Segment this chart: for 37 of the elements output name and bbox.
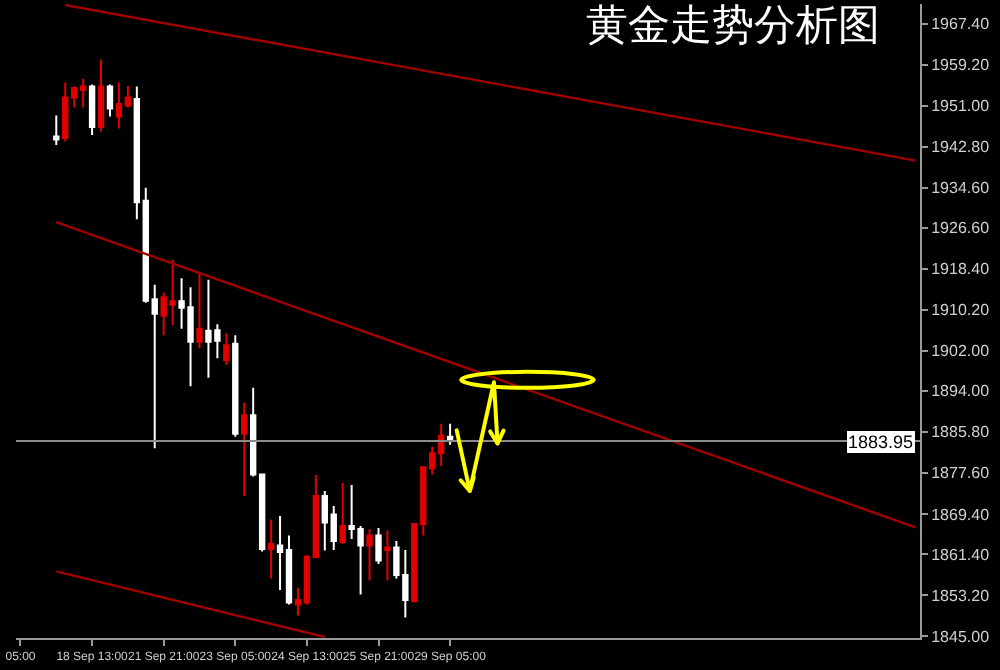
candlestick xyxy=(196,270,203,350)
candlestick xyxy=(223,332,230,366)
y-tick-label: 1942.80 xyxy=(931,138,991,157)
candlestick xyxy=(437,422,445,468)
y-tick-label: 1910.20 xyxy=(931,301,991,320)
y-tick-label: 1967.40 xyxy=(931,15,991,34)
candlestick xyxy=(366,527,373,582)
y-tick-label: 1926.60 xyxy=(931,219,991,238)
y-tick-label: 1902.00 xyxy=(931,342,991,361)
y-tick-label: 1877.60 xyxy=(931,464,991,483)
candlestick xyxy=(241,401,248,497)
y-tick-label: 1885.80 xyxy=(931,423,991,442)
candlestick xyxy=(375,526,382,565)
candlestick xyxy=(53,114,60,147)
y-tick-label: 1959.20 xyxy=(931,56,991,75)
chart-title: 黄金走势分析图 xyxy=(586,1,880,50)
candlestick xyxy=(62,81,69,143)
candlestick xyxy=(339,481,346,545)
candlestick xyxy=(169,258,176,327)
y-tick-label: 1869.40 xyxy=(931,505,991,524)
candlestick xyxy=(115,81,123,130)
candlestick xyxy=(97,58,105,133)
y-tick-label: 1894.00 xyxy=(931,382,991,401)
y-tick-label: 1951.00 xyxy=(931,97,991,116)
y-tick-label: 1918.40 xyxy=(931,260,991,279)
y-tick-label: 1845.00 xyxy=(931,627,991,646)
candlestick xyxy=(446,422,454,446)
candlestick xyxy=(79,78,87,109)
y-tick-label: 1853.20 xyxy=(931,586,991,605)
y-tick-label: 1861.40 xyxy=(931,545,991,564)
candlestick xyxy=(88,83,96,137)
candlestick xyxy=(384,529,391,582)
candlestick xyxy=(232,334,239,438)
candlestick xyxy=(267,518,275,580)
candlestick xyxy=(106,83,114,118)
y-tick-label: 1934.60 xyxy=(931,179,991,198)
ref-line-label: 1883.95 xyxy=(848,432,914,452)
